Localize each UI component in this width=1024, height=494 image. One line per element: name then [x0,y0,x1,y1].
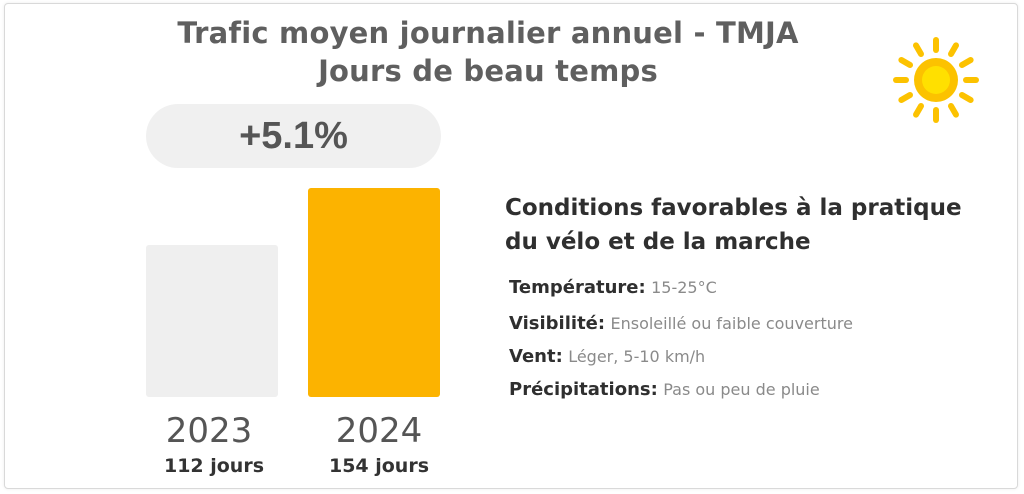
conditions-heading: Conditions favorables à la pratique du v… [505,195,962,255]
condition-value: 15-25°C [651,278,717,297]
sun-ray [958,92,974,103]
change-badge: +5.1% [146,104,441,168]
bar-2024 [308,188,440,397]
bar-2023 [146,245,278,397]
condition-row-precipitation: Précipitations: Pas ou peu de pluie [509,379,820,400]
category-label-2024: 2024 [336,411,423,451]
sun-ray [948,42,959,58]
value-label-2023: 112 jours [164,455,264,477]
condition-value: Léger, 5-10 km/h [568,347,706,366]
sun-icon [893,37,979,123]
condition-value: Pas ou peu de pluie [663,380,820,399]
value-label-2024: 154 jours [329,455,429,477]
sun-ray [898,92,914,103]
sun-ray [958,57,974,68]
chart-subtitle: Jours de beau temps [318,54,658,88]
sun-ray [898,57,914,68]
bar-chart: 2023 2024 112 jours 154 jours [146,188,440,477]
sun-ray [948,102,959,118]
sun-ray [913,42,924,58]
condition-label: Précipitations: [509,379,658,400]
condition-label: Vent: [509,346,563,367]
chart-title: Trafic moyen journalier annuel - TMJA [177,16,799,50]
condition-row-temperature: Température: 15-25°C [509,277,717,298]
condition-label: Température: [509,277,646,298]
category-label-2023: 2023 [166,411,253,451]
condition-value: Ensoleillé ou faible couverture [610,314,853,333]
condition-row-visibility: Visibilité: Ensoleillé ou faible couvert… [509,313,853,334]
condition-label: Visibilité: [509,313,606,334]
sun-ray [913,102,924,118]
condition-row-wind: Vent: Léger, 5-10 km/h [509,346,705,367]
